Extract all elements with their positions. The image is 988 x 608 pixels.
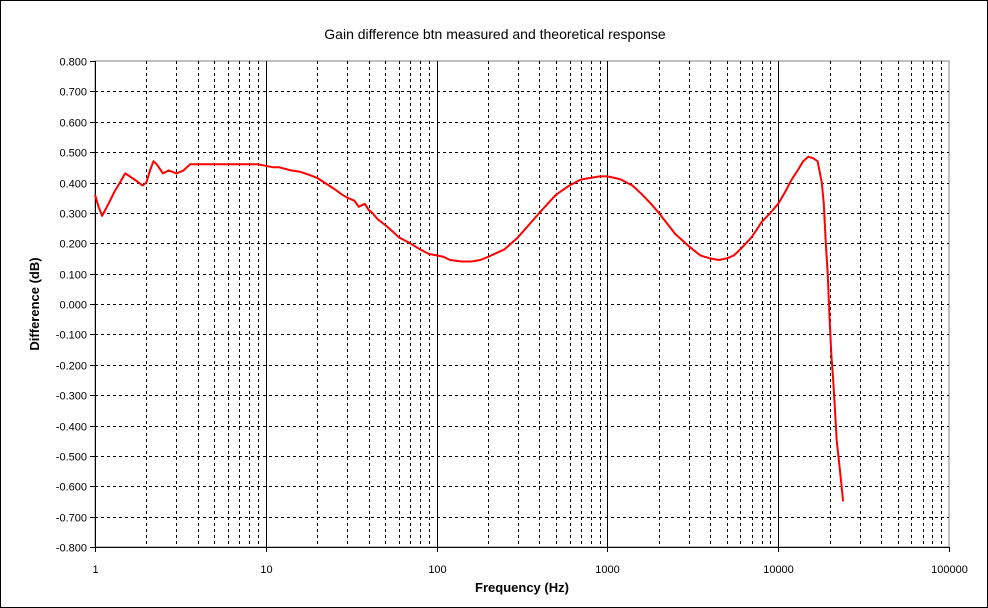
chart-title: Gain difference btn measured and theoret… — [324, 26, 666, 42]
y-tick-label: 0.700 — [59, 87, 87, 99]
y-tick-label: 0.800 — [59, 57, 87, 69]
x-axis-title: Frequency (Hz) — [475, 580, 569, 595]
y-tick-label: 0.400 — [59, 179, 87, 191]
x-axis-ticks: 1 10 100 1000 10000 100000 — [92, 547, 968, 576]
x-tick-label: 100 — [428, 564, 446, 576]
y-tick-label: -0.800 — [56, 543, 87, 555]
y-tick-label: -0.200 — [56, 361, 87, 373]
y-tick-label: -0.600 — [56, 482, 87, 494]
y-tick-label: -0.500 — [56, 452, 87, 464]
y-axis-ticks: 0.800 0.700 0.600 0.500 0.400 0.300 0.200 0.100… — [56, 57, 95, 555]
y-tick-label: 0.600 — [59, 118, 87, 130]
y-tick-label: 0.300 — [59, 209, 87, 221]
y-tick-label: 0.200 — [59, 239, 87, 251]
x-tick-label: 10000 — [763, 564, 794, 576]
y-tick-label: -0.300 — [56, 391, 87, 403]
y-tick-label: -0.100 — [56, 330, 87, 342]
series-group — [94, 155, 845, 502]
y-tick-label: 0.100 — [59, 270, 87, 282]
minor-gridlines — [95, 61, 949, 547]
series-line — [94, 155, 845, 502]
major-gridlines — [95, 61, 949, 548]
y-tick-label: -0.400 — [56, 422, 87, 434]
y-tick-label: -0.700 — [56, 513, 87, 525]
y-axis-title: Difference (dB) — [27, 257, 42, 350]
x-tick-label: 1 — [92, 564, 98, 576]
y-tick-label: 0.500 — [59, 148, 87, 160]
x-tick-label: 1000 — [595, 564, 619, 576]
x-tick-label: 10 — [260, 564, 272, 576]
y-tick-label: 0.000 — [59, 300, 87, 312]
x-tick-label: 100000 — [931, 564, 968, 576]
